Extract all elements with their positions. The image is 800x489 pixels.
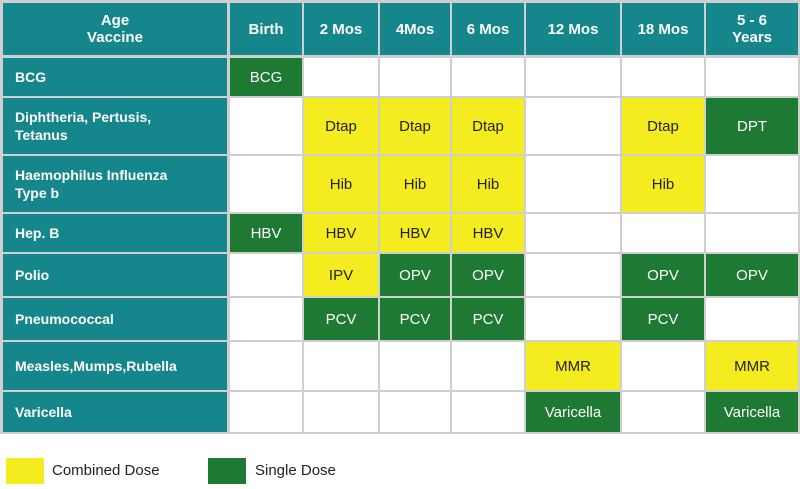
dose-cell-pcv: PCV — [380, 298, 450, 340]
legend-combined-label: Combined Dose — [52, 462, 160, 479]
dose-cell-dtap: Dtap — [622, 98, 704, 154]
empty-cell — [452, 392, 524, 432]
age-header-12-mos: 12 Mos — [526, 3, 620, 55]
dose-cell-opv: OPV — [452, 254, 524, 296]
dose-cell-opv: OPV — [706, 254, 798, 296]
legend: Combined Dose Single Dose — [0, 458, 800, 484]
empty-cell — [622, 342, 704, 390]
dose-cell-hbv: HBV — [304, 214, 378, 252]
dose-cell-hib: Hib — [380, 156, 450, 212]
dose-cell-hbv: HBV — [380, 214, 450, 252]
legend-combined-swatch — [6, 458, 44, 484]
dose-cell-dtap: Dtap — [452, 98, 524, 154]
dose-cell-mmr: MMR — [526, 342, 620, 390]
dose-cell-varicella: Varicella — [706, 392, 798, 432]
empty-cell — [706, 298, 798, 340]
vaccine-row-header-haemophilus-influenza-type-b: Haemophilus Influenza Type b — [3, 156, 227, 212]
dose-cell-pcv: PCV — [452, 298, 524, 340]
age-header-6-mos: 6 Mos — [452, 3, 524, 55]
dose-cell-dtap: Dtap — [380, 98, 450, 154]
empty-cell — [304, 58, 378, 96]
empty-cell — [526, 98, 620, 154]
dose-cell-hib: Hib — [622, 156, 704, 212]
empty-cell — [230, 98, 302, 154]
empty-cell — [452, 58, 524, 96]
age-header-4mos: 4Mos — [380, 3, 450, 55]
dose-cell-dpt: DPT — [706, 98, 798, 154]
dose-cell-opv: OPV — [380, 254, 450, 296]
corner-age-label: Age — [100, 12, 130, 29]
empty-cell — [526, 58, 620, 96]
dose-cell-pcv: PCV — [622, 298, 704, 340]
empty-cell — [452, 342, 524, 390]
empty-cell — [380, 342, 450, 390]
vaccination-schedule-table: Age Vaccine Birth 2 Mos 4Mos 6 Mos 12 Mos 18 … — [0, 0, 800, 434]
empty-cell — [526, 156, 620, 212]
empty-cell — [304, 342, 378, 390]
empty-cell — [526, 214, 620, 252]
empty-cell — [230, 298, 302, 340]
dose-cell-varicella: Varicella — [526, 392, 620, 432]
empty-cell — [380, 58, 450, 96]
age-header-2-mos: 2 Mos — [304, 3, 378, 55]
age-header-18-mos: 18 Mos — [622, 3, 704, 55]
legend-single-swatch — [208, 458, 246, 484]
empty-cell — [526, 298, 620, 340]
corner-header: Age Vaccine — [3, 3, 227, 55]
empty-cell — [230, 392, 302, 432]
vaccine-row-header-diphtheria-pertusis-tetanus: Diphtheria, Pertusis, Tetanus — [3, 98, 227, 154]
vaccine-row-header-polio: Polio — [3, 254, 227, 296]
vaccine-row-header-hep-b: Hep. B — [3, 214, 227, 252]
empty-cell — [706, 214, 798, 252]
dose-cell-hib: Hib — [452, 156, 524, 212]
legend-single-label: Single Dose — [255, 462, 336, 479]
empty-cell — [230, 254, 302, 296]
dose-cell-hbv: HBV — [452, 214, 524, 252]
vaccine-row-header-measles-mumps-rubella: Measles,Mumps,Rubella — [3, 342, 227, 390]
dose-cell-hib: Hib — [304, 156, 378, 212]
dose-cell-hbv: HBV — [230, 214, 302, 252]
empty-cell — [622, 392, 704, 432]
empty-cell — [230, 156, 302, 212]
empty-cell — [526, 254, 620, 296]
corner-vaccine-label: Vaccine — [87, 29, 143, 46]
vaccine-row-header-varicella: Varicella — [3, 392, 227, 432]
age-header-birth: Birth — [230, 3, 302, 55]
dose-cell-ipv: IPV — [304, 254, 378, 296]
empty-cell — [380, 392, 450, 432]
dose-cell-bcg: BCG — [230, 58, 302, 96]
dose-cell-pcv: PCV — [304, 298, 378, 340]
dose-cell-mmr: MMR — [706, 342, 798, 390]
empty-cell — [706, 58, 798, 96]
dose-cell-dtap: Dtap — [304, 98, 378, 154]
empty-cell — [230, 342, 302, 390]
empty-cell — [304, 392, 378, 432]
vaccine-row-header-bcg: BCG — [3, 58, 227, 96]
vaccine-row-header-pneumococcal: Pneumococcal — [3, 298, 227, 340]
empty-cell — [706, 156, 798, 212]
empty-cell — [622, 214, 704, 252]
dose-cell-opv: OPV — [622, 254, 704, 296]
empty-cell — [622, 58, 704, 96]
age-header-5-6-years: 5 - 6 Years — [706, 3, 798, 55]
